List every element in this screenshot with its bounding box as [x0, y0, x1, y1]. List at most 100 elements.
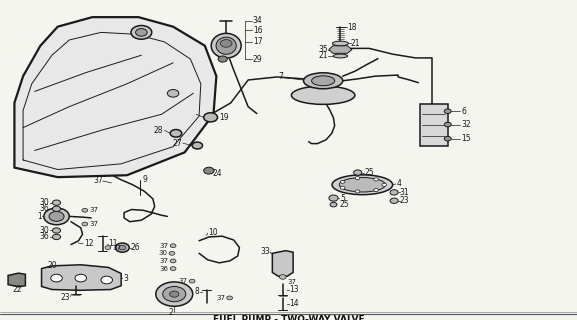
Text: 5: 5 [340, 194, 345, 203]
Circle shape [170, 130, 182, 137]
Polygon shape [42, 265, 121, 290]
Circle shape [53, 234, 61, 240]
Circle shape [131, 26, 152, 39]
Text: 23: 23 [400, 196, 410, 205]
Text: 35: 35 [318, 45, 328, 54]
Polygon shape [420, 104, 448, 146]
Circle shape [101, 276, 113, 284]
Text: 30: 30 [40, 226, 50, 235]
Text: 37: 37 [159, 243, 168, 249]
Ellipse shape [334, 54, 347, 58]
Circle shape [170, 291, 179, 297]
Circle shape [279, 275, 286, 279]
Ellipse shape [216, 37, 237, 54]
Polygon shape [8, 273, 25, 287]
Circle shape [82, 222, 88, 226]
Ellipse shape [312, 76, 335, 86]
Circle shape [53, 228, 61, 233]
Circle shape [220, 40, 232, 47]
Text: 11: 11 [108, 239, 118, 248]
Text: 25: 25 [339, 200, 349, 209]
Text: 16: 16 [253, 26, 263, 35]
Text: 3: 3 [123, 274, 128, 283]
Text: 13: 13 [290, 285, 299, 294]
Text: 25: 25 [365, 168, 374, 177]
Text: 27: 27 [172, 139, 182, 148]
Circle shape [204, 167, 214, 174]
Circle shape [390, 190, 398, 195]
Circle shape [115, 243, 129, 252]
Text: 21: 21 [351, 39, 360, 48]
Circle shape [156, 282, 193, 306]
Ellipse shape [211, 33, 241, 58]
Text: 20: 20 [47, 261, 57, 270]
Text: 33: 33 [260, 247, 270, 256]
Circle shape [340, 186, 345, 189]
Circle shape [44, 208, 69, 225]
Circle shape [49, 212, 64, 221]
Text: 30: 30 [40, 198, 50, 207]
Circle shape [82, 208, 88, 212]
Circle shape [170, 244, 176, 248]
Text: 22: 22 [13, 285, 22, 294]
Text: 37: 37 [89, 207, 99, 213]
Circle shape [51, 274, 62, 282]
Text: 2: 2 [168, 308, 173, 317]
Circle shape [163, 286, 186, 302]
Ellipse shape [332, 175, 392, 195]
Circle shape [53, 206, 61, 212]
Circle shape [75, 274, 87, 282]
Circle shape [330, 202, 337, 207]
Text: 30: 30 [158, 250, 167, 256]
Circle shape [169, 252, 175, 255]
Circle shape [53, 200, 61, 205]
Circle shape [218, 56, 227, 62]
Circle shape [355, 190, 360, 193]
Polygon shape [272, 251, 293, 276]
Text: 15: 15 [462, 134, 471, 143]
Text: 37: 37 [113, 244, 122, 251]
Text: 36: 36 [40, 232, 50, 242]
Text: 26: 26 [131, 243, 141, 252]
Text: 37: 37 [89, 221, 99, 227]
Text: 6: 6 [462, 107, 466, 116]
Circle shape [192, 142, 203, 149]
Circle shape [204, 113, 218, 122]
Text: 12: 12 [84, 239, 93, 248]
Circle shape [227, 296, 233, 300]
Circle shape [444, 122, 451, 127]
Ellipse shape [291, 86, 355, 104]
Text: 37: 37 [159, 258, 168, 264]
Ellipse shape [339, 178, 385, 192]
Text: 14: 14 [290, 300, 299, 308]
Circle shape [374, 178, 379, 181]
Text: 34: 34 [253, 16, 263, 26]
Circle shape [382, 183, 387, 186]
Text: 28: 28 [154, 126, 163, 135]
Circle shape [390, 198, 398, 204]
Ellipse shape [332, 41, 349, 46]
Text: 10: 10 [208, 228, 218, 237]
Text: FUEL PUMP - TWO-WAY VALVE: FUEL PUMP - TWO-WAY VALVE [213, 316, 364, 320]
Text: 19: 19 [219, 113, 229, 122]
Circle shape [189, 279, 195, 283]
Text: 7: 7 [278, 72, 283, 82]
Text: 36: 36 [159, 266, 168, 272]
Circle shape [170, 267, 176, 270]
Text: 4: 4 [397, 180, 402, 188]
Circle shape [170, 259, 176, 263]
Circle shape [136, 28, 147, 36]
Circle shape [355, 177, 360, 180]
Text: 37: 37 [287, 279, 297, 285]
Circle shape [444, 136, 451, 141]
Circle shape [374, 188, 379, 192]
Text: 29: 29 [253, 54, 263, 64]
Text: 32: 32 [462, 120, 471, 129]
Polygon shape [14, 17, 216, 177]
Text: 1: 1 [38, 212, 42, 221]
Circle shape [167, 90, 179, 97]
Text: 37: 37 [216, 295, 225, 301]
Text: 37: 37 [178, 278, 188, 284]
Text: 31: 31 [400, 188, 410, 197]
Text: 36: 36 [40, 204, 50, 213]
